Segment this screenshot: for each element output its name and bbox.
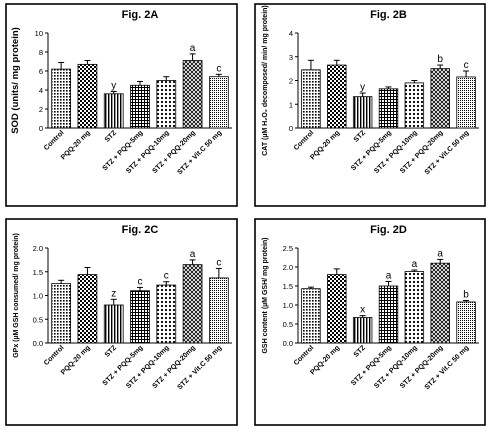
significance-letter: a [190, 249, 196, 260]
bar [352, 96, 373, 129]
significance-letter: c [216, 63, 221, 74]
bar [208, 76, 229, 129]
y-axis-label: SOD (units/ mg protein) [10, 27, 21, 134]
significance-letter: a [437, 248, 443, 259]
bar [301, 288, 321, 344]
significance-letter: c [216, 257, 221, 268]
bar [404, 82, 425, 129]
significance-letter: a [412, 259, 418, 270]
y-tick-label: 2 [289, 77, 293, 86]
bar [103, 304, 124, 344]
y-axis-label: GSH content (µM GSH/ mg protein) [262, 237, 269, 353]
y-tick-label: 0.5 [33, 315, 43, 324]
bar [156, 284, 177, 344]
bar [77, 63, 98, 129]
chart-panel-3: Fig. 2C 0.0 0.5 1.0 1.5 2.0 GPx (µM GSH consum… [5, 218, 238, 426]
bar [103, 93, 124, 129]
significance-letter: b [463, 289, 469, 300]
bar [327, 274, 347, 344]
significance-letter: y [111, 80, 116, 91]
bar [156, 80, 177, 129]
y-tick-label: 2.5 [283, 244, 293, 253]
y-axis-label: GPx (µM GSH consumed/ mg protein) [13, 233, 20, 358]
y-tick-label: 4 [289, 29, 293, 38]
bar [456, 301, 476, 344]
chart-panel-2: Fig. 2B 0 1 2 3 4 CAT (µM H₂O₂ decomposed/ min… [254, 3, 486, 207]
y-tick-label: 2.0 [33, 244, 43, 253]
bar [456, 76, 476, 129]
y-tick-label: 1.5 [283, 282, 293, 291]
bar [77, 274, 98, 344]
chart-title: Fig. 2D [370, 224, 407, 236]
bar [130, 84, 150, 129]
bar [182, 264, 203, 344]
bar [327, 64, 347, 129]
bar [378, 285, 399, 344]
bar [130, 290, 150, 344]
bar [301, 69, 321, 129]
significance-letter: z [111, 288, 116, 299]
bar [208, 277, 229, 344]
chart-title: Fig. 2A [122, 9, 159, 21]
y-axis-label: CAT (µM H₂O₂ decomposed/ min/ mg protein… [262, 5, 269, 156]
significance-letter: a [190, 43, 196, 54]
chart-title: Fig. 2C [122, 224, 159, 236]
y-tick-label: 0.0 [33, 339, 43, 348]
y-tick-label: 0 [289, 124, 293, 133]
significance-letter: b [437, 54, 443, 65]
bar [51, 68, 72, 129]
significance-letter: y [360, 82, 365, 93]
significance-letter: x [360, 305, 365, 316]
bar [182, 60, 203, 129]
significance-letter: c [138, 276, 143, 287]
chart-panel-4: Fig. 2D 0.0 0.5 1.0 1.5 2.0 2.5 GSH content (µM… [254, 218, 486, 426]
chart-title: Fig. 2B [370, 9, 407, 21]
bar [430, 68, 450, 129]
y-tick-label: 1.0 [33, 292, 43, 301]
y-tick-label: 0.0 [283, 339, 293, 348]
y-tick-label: 4 [39, 86, 43, 95]
y-tick-label: 3 [289, 53, 293, 62]
y-tick-label: 10 [35, 29, 43, 38]
significance-letter: c [164, 271, 169, 282]
y-tick-label: 0 [39, 124, 43, 133]
significance-letter: a [386, 270, 392, 281]
bar [378, 88, 399, 129]
y-tick-label: 1.0 [283, 301, 293, 310]
y-tick-label: 1 [289, 100, 293, 109]
bar [404, 271, 425, 344]
y-tick-label: 6 [39, 67, 43, 76]
y-tick-label: 2.0 [283, 263, 293, 272]
y-tick-label: 8 [39, 48, 43, 57]
bar [352, 317, 373, 344]
y-tick-label: 0.5 [283, 320, 293, 329]
bar [51, 283, 72, 344]
y-tick-label: 2 [39, 105, 43, 114]
significance-letter: c [464, 60, 469, 71]
y-tick-label: 1.5 [33, 268, 43, 277]
bar [430, 262, 450, 344]
